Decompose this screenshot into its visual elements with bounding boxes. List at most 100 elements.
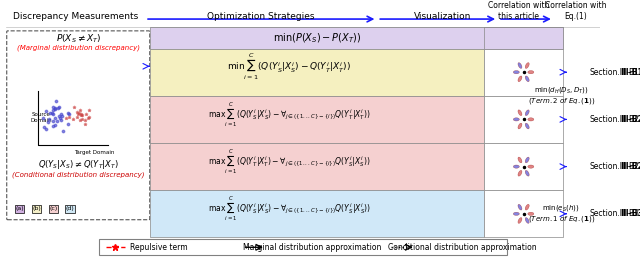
- Ellipse shape: [525, 76, 529, 82]
- Ellipse shape: [518, 123, 522, 129]
- Point: [56, 118, 66, 122]
- Ellipse shape: [513, 212, 519, 215]
- Bar: [150, 96, 484, 143]
- Point: [76, 113, 86, 118]
- Ellipse shape: [518, 110, 522, 116]
- Ellipse shape: [528, 212, 534, 215]
- Ellipse shape: [528, 70, 534, 74]
- FancyBboxPatch shape: [7, 31, 150, 220]
- Point: [54, 105, 65, 109]
- Point: [68, 117, 79, 121]
- Text: Section.III-B1: Section.III-B1: [589, 68, 639, 77]
- Text: (Marginal distribution discrepancy): (Marginal distribution discrepancy): [17, 44, 140, 51]
- Point: [77, 117, 87, 121]
- Bar: [15, 205, 24, 213]
- Point: [50, 107, 60, 111]
- Bar: [99, 239, 508, 255]
- Point: [54, 114, 64, 118]
- Text: $P(X_S \neq X_T)$: $P(X_S \neq X_T)$: [56, 33, 101, 45]
- Point: [64, 115, 74, 119]
- Point: [56, 112, 66, 116]
- Ellipse shape: [528, 165, 534, 168]
- Point: [50, 117, 60, 121]
- Ellipse shape: [513, 70, 519, 74]
- Point: [44, 117, 54, 121]
- Point: [63, 122, 74, 126]
- Point: [81, 112, 91, 116]
- Point: [79, 118, 90, 122]
- Text: $\min\sum_{i=1}^{C}(Q(Y_S^i|X_S^i)-Q(Y_T^i|X_T^i))$: $\min\sum_{i=1}^{C}(Q(Y_S^i|X_S^i)-Q(Y_T…: [227, 52, 351, 82]
- Ellipse shape: [525, 170, 529, 176]
- Point: [47, 111, 58, 115]
- Text: Section.III-B2: Section.III-B2: [589, 115, 639, 124]
- Text: $\max\sum_{i=1}^{C}(Q(Y_S^i|X_S^i)-\forall_{j\in(\{1...C\}-\{i\})}Q(Y_S^i|X_S^i): $\max\sum_{i=1}^{C}(Q(Y_S^i|X_S^i)-\fora…: [207, 195, 371, 223]
- Point: [76, 112, 86, 116]
- Text: III-B2: III-B2: [621, 115, 640, 124]
- Point: [50, 123, 60, 127]
- Point: [45, 111, 55, 115]
- Bar: [150, 143, 484, 190]
- Point: [60, 116, 70, 120]
- Point: [48, 105, 58, 109]
- Ellipse shape: [525, 110, 529, 116]
- Ellipse shape: [518, 204, 522, 210]
- Text: III-B1: III-B1: [621, 68, 640, 77]
- Ellipse shape: [513, 165, 519, 168]
- Bar: [32, 205, 41, 213]
- Point: [44, 120, 54, 124]
- Ellipse shape: [518, 170, 522, 176]
- Point: [69, 105, 79, 109]
- Text: $\min(e_S(h))$
$(Term.1\ of\ Eq.(\mathbf{1}))$: $\min(e_S(h))$ $(Term.1\ of\ Eq.(\mathbf…: [527, 203, 595, 224]
- Point: [41, 109, 51, 113]
- Point: [48, 108, 58, 112]
- Point: [54, 116, 65, 120]
- Point: [56, 113, 67, 118]
- Ellipse shape: [525, 63, 529, 68]
- Point: [72, 115, 83, 119]
- Bar: [484, 49, 563, 96]
- Point: [83, 116, 93, 120]
- Bar: [484, 96, 563, 143]
- Text: Section.III-B3: Section.III-B3: [589, 209, 639, 218]
- Text: (Conditional distribution discrepancy): (Conditional distribution discrepancy): [12, 171, 145, 178]
- Ellipse shape: [513, 118, 519, 121]
- Ellipse shape: [525, 123, 529, 129]
- Text: (d): (d): [65, 206, 74, 211]
- Ellipse shape: [518, 63, 522, 68]
- Text: (a): (a): [15, 206, 24, 211]
- Ellipse shape: [525, 218, 529, 223]
- Ellipse shape: [518, 218, 522, 223]
- Text: Correlation with
this article: Correlation with this article: [488, 2, 549, 21]
- Point: [79, 122, 90, 126]
- Text: $\max\sum_{i=1}^{C}(Q(Y_T^i|X_T^i)-\forall_{j\in(\{1...C\}-\{i\})}Q(Y_S^i|X_S^i): $\max\sum_{i=1}^{C}(Q(Y_T^i|X_T^i)-\fora…: [208, 147, 371, 176]
- Ellipse shape: [518, 76, 522, 82]
- Bar: [150, 190, 484, 237]
- Bar: [484, 27, 563, 49]
- Text: (c): (c): [49, 206, 58, 211]
- Bar: [150, 49, 484, 96]
- Point: [39, 125, 49, 129]
- Point: [52, 106, 63, 110]
- Point: [72, 110, 82, 114]
- Text: Discrepancy Measurements: Discrepancy Measurements: [13, 12, 138, 21]
- Point: [52, 119, 63, 123]
- Text: $\min(P(X_S) - P(X_T))$: $\min(P(X_S) - P(X_T))$: [273, 31, 361, 44]
- Point: [47, 119, 58, 123]
- Text: Correlation with
Eq.(1): Correlation with Eq.(1): [545, 2, 607, 21]
- Bar: [65, 205, 74, 213]
- Text: III-B3: III-B3: [621, 209, 640, 218]
- Point: [41, 127, 51, 132]
- Point: [75, 118, 85, 122]
- Bar: [49, 205, 58, 213]
- Point: [51, 99, 61, 103]
- Text: Target Domain: Target Domain: [74, 150, 114, 155]
- Text: Source
Domain: Source Domain: [30, 112, 52, 123]
- Ellipse shape: [528, 118, 534, 121]
- Point: [84, 108, 94, 112]
- Point: [75, 108, 85, 112]
- Text: $\max\sum_{i=1}^{C}(Q(Y_S^i|X_S^i)-\forall_{j\in(\{1...C\}-\{i\})}Q(Y_T^i|X_T^i): $\max\sum_{i=1}^{C}(Q(Y_S^i|X_S^i)-\fora…: [208, 100, 371, 129]
- Point: [77, 113, 87, 117]
- Ellipse shape: [518, 157, 522, 163]
- Text: Repulsive term: Repulsive term: [130, 243, 188, 252]
- Point: [63, 112, 74, 116]
